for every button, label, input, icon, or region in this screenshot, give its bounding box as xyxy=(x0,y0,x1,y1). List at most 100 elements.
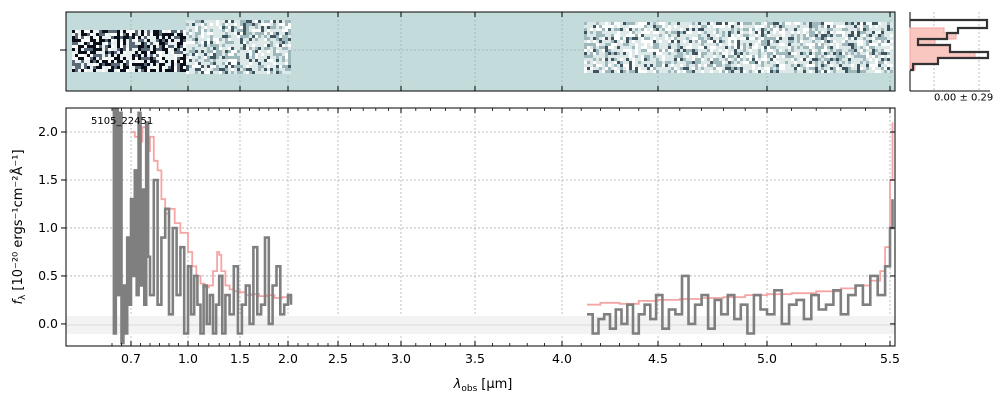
spec2d-pixel xyxy=(638,67,641,70)
spec2d-pixel xyxy=(264,26,267,29)
spec2d-pixel xyxy=(779,64,782,67)
spec2d-pixel xyxy=(587,28,590,31)
spec2d-pixel xyxy=(228,38,231,41)
spec2d-pixel xyxy=(719,40,722,43)
spec2d-pixel xyxy=(779,55,782,58)
spec2d-pixel xyxy=(189,56,192,59)
spec2d-pixel xyxy=(722,46,725,49)
spec2d-pixel xyxy=(782,28,785,31)
spec2d-pixel xyxy=(596,64,599,67)
spec2d-pixel xyxy=(189,41,192,44)
spec2d-pixel xyxy=(78,39,81,42)
spec2d-pixel xyxy=(126,63,129,66)
spec2d-pixel xyxy=(680,70,683,73)
spec2d-pixel xyxy=(596,43,599,46)
spec2d-pixel xyxy=(75,51,78,54)
spec2d-pixel xyxy=(626,70,629,73)
spec2d-pixel xyxy=(686,34,689,37)
spec2d-pixel xyxy=(725,34,728,37)
spec2d-pixel xyxy=(243,26,246,29)
spec2d-pixel xyxy=(252,38,255,41)
spec2d-pixel xyxy=(156,36,159,39)
spec2d-pixel xyxy=(180,54,183,57)
spec2d-pixel xyxy=(84,30,87,33)
spec2d-pixel xyxy=(818,70,821,73)
spec2d-pixel xyxy=(836,55,839,58)
spec2d-pixel xyxy=(608,58,611,61)
spec2d-pixel xyxy=(722,70,725,73)
spec2d-pixel xyxy=(72,36,75,39)
x-axis-subscript: obs xyxy=(461,384,477,394)
spec2d-pixel xyxy=(890,61,893,64)
spec2d-pixel xyxy=(132,48,135,51)
spec2d-pixel xyxy=(845,34,848,37)
data-series xyxy=(112,108,894,345)
spec2d-pixel xyxy=(707,58,710,61)
spec2d-pixel xyxy=(881,67,884,70)
spec2d-pixel xyxy=(833,25,836,28)
spec2d-pixel xyxy=(629,55,632,58)
spec2d-pixel xyxy=(195,26,198,29)
spec2d-pixel xyxy=(638,49,641,52)
spec2d-pixel xyxy=(728,37,731,40)
spec2d-pixel xyxy=(285,32,288,35)
spec2d-pixel xyxy=(153,69,156,72)
spec2d-pixel xyxy=(722,49,725,52)
spec2d-pixel xyxy=(174,51,177,54)
spec2d-pixel xyxy=(878,67,881,70)
spec2d-pixel xyxy=(102,63,105,66)
spec2d-pixel xyxy=(126,69,129,72)
spec2d-pixel xyxy=(605,46,608,49)
spec2d-pixel xyxy=(605,61,608,64)
spec2d-pixel xyxy=(159,39,162,42)
spec2d-pixel xyxy=(225,62,228,65)
spec2d-pixel xyxy=(258,65,261,68)
spec2d-pixel xyxy=(285,50,288,53)
spec2d-pixel xyxy=(611,58,614,61)
spec2d-pixel xyxy=(75,45,78,48)
spec2d-pixel xyxy=(710,58,713,61)
spec2d-pixel xyxy=(105,30,108,33)
spec2d-pixel xyxy=(593,25,596,28)
spec2d-pixel xyxy=(90,60,93,63)
spec2d-pixel xyxy=(746,43,749,46)
spec2d-pixel xyxy=(282,26,285,29)
spec2d-pixel xyxy=(117,51,120,54)
spec2d-pixel xyxy=(111,66,114,69)
spec2d-pixel xyxy=(716,52,719,55)
spec2d-pixel xyxy=(141,54,144,57)
spec2d-pixel xyxy=(282,35,285,38)
spec2d-pixel xyxy=(848,40,851,43)
spec2d-pixel xyxy=(174,45,177,48)
spec2d-pixel xyxy=(246,41,249,44)
data-segment-0 xyxy=(112,108,293,345)
spec2d-pixel xyxy=(216,68,219,71)
spec2d-pixel xyxy=(869,25,872,28)
spec2d-pixel xyxy=(141,66,144,69)
spec2d-pixel xyxy=(177,57,180,60)
spec2d-pixel xyxy=(153,54,156,57)
spec2d-pixel xyxy=(680,58,683,61)
spec2d-pixel xyxy=(276,62,279,65)
spec2d-pixel xyxy=(743,46,746,49)
spec2d-pixel xyxy=(186,23,189,26)
spec2d-pixel xyxy=(716,55,719,58)
spec2d-pixel xyxy=(240,50,243,53)
spec2d-pixel xyxy=(884,46,887,49)
spec2d-pixel xyxy=(860,43,863,46)
spec2d-pixel xyxy=(728,52,731,55)
spec2d-pixel xyxy=(764,64,767,67)
spec2d-pixel xyxy=(617,25,620,28)
spec2d-pixel xyxy=(246,20,249,23)
spec2d-pixel xyxy=(108,30,111,33)
spec2d-pixel xyxy=(147,33,150,36)
spec2d-pixel xyxy=(617,70,620,73)
spec2d-pixel xyxy=(689,67,692,70)
spec2d-pixel xyxy=(282,56,285,59)
spec2d-pixel xyxy=(830,58,833,61)
spec2d-pixel xyxy=(764,55,767,58)
spec2d-pixel xyxy=(683,43,686,46)
spec2d-pixel xyxy=(195,59,198,62)
spec2d-pixel xyxy=(162,48,165,51)
spec2d-pixel xyxy=(219,38,222,41)
